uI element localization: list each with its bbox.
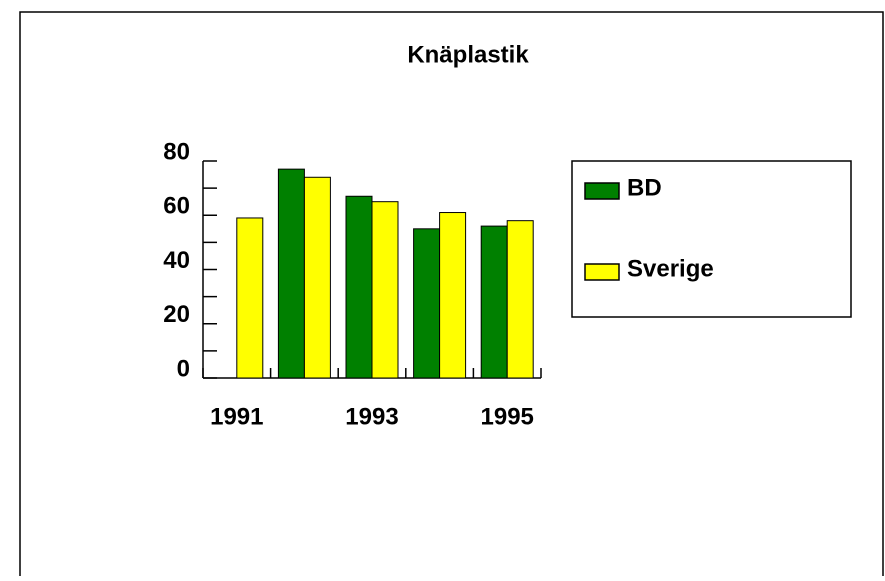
- bar: [413, 228, 441, 379]
- y-tick-label: 20: [163, 301, 190, 328]
- x-tick-label: 1993: [345, 403, 398, 430]
- legend-label: Sverige: [627, 255, 714, 282]
- bar: [345, 195, 373, 379]
- bar: [236, 217, 264, 379]
- y-tick-label: 80: [163, 138, 190, 165]
- y-tick-label: 0: [177, 355, 190, 382]
- x-tick-label: 1995: [481, 403, 534, 430]
- x-tick-label: 1991: [210, 403, 263, 430]
- bar: [506, 220, 534, 379]
- chart-title: Knäplastik: [407, 41, 529, 68]
- legend-swatch: [584, 182, 620, 200]
- bar: [303, 176, 331, 379]
- legend-swatch: [584, 263, 620, 281]
- bar: [371, 201, 399, 379]
- bar: [480, 225, 508, 379]
- y-tick-label: 40: [163, 247, 190, 274]
- bar: [439, 212, 467, 379]
- legend-label: BD: [627, 174, 662, 201]
- y-tick-label: 60: [163, 193, 190, 220]
- bar: [277, 168, 305, 379]
